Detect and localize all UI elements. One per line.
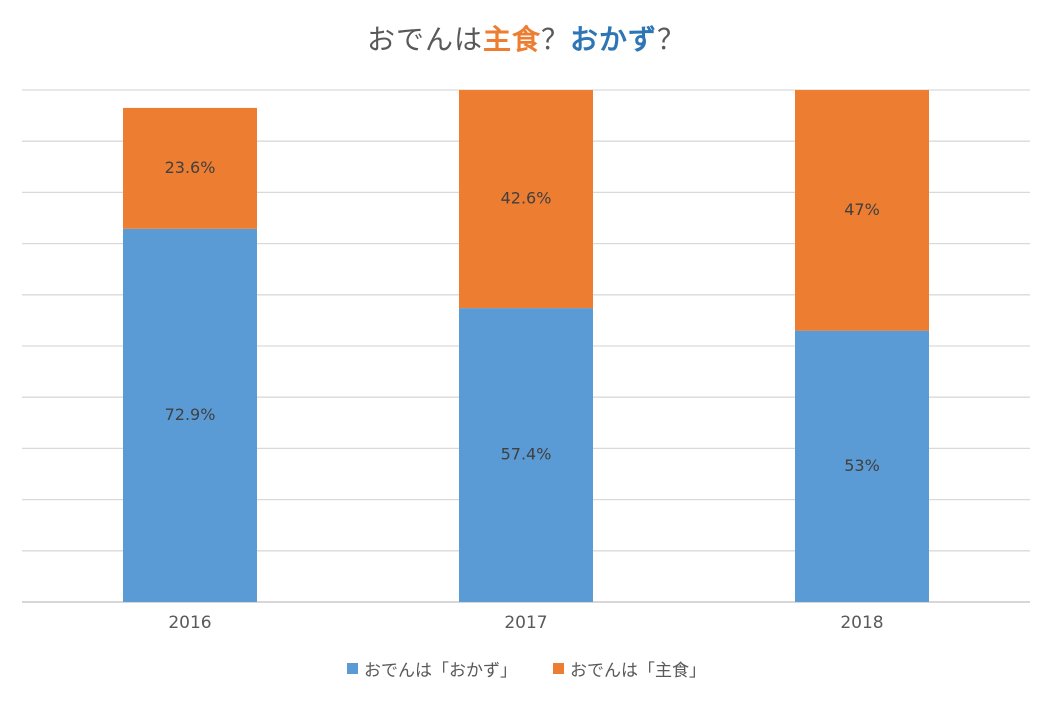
legend: おでんは「おかず」 おでんは「主食」 [0, 656, 1053, 681]
legend-label-okazu: おでんは「おかず」 [364, 661, 517, 681]
data-labels: 72.9% 23.6% 57.4% 42.6% 53% 47% [165, 158, 880, 475]
legend-item-okazu: おでんは「おかず」 [347, 656, 517, 681]
title-option-okazu: おかず [570, 23, 658, 56]
bar-okazu-2018 [795, 330, 929, 602]
data-label: 47% [844, 200, 880, 219]
data-label: 53% [844, 456, 880, 475]
title-option-shushoku: 主食 [482, 23, 541, 56]
legend-swatch-shushoku [553, 663, 564, 674]
x-tick-label: 2016 [168, 613, 211, 633]
x-axis: 2016 2017 2018 [168, 613, 883, 633]
bars [123, 90, 929, 602]
data-label: 42.6% [501, 189, 552, 208]
chart-title: おでんは主食？おかず？ [0, 18, 1053, 58]
x-tick-label: 2018 [840, 613, 883, 633]
data-label: 57.4% [501, 445, 552, 464]
legend-label-shushoku: おでんは「主食」 [570, 661, 706, 681]
title-prefix: おでんは [366, 23, 483, 56]
data-label: 72.9% [165, 405, 216, 424]
x-tick-label: 2017 [504, 613, 547, 633]
data-label: 23.6% [165, 158, 216, 177]
bar-shushoku-2017 [459, 90, 593, 309]
bar-okazu-2017 [459, 308, 593, 602]
legend-item-shushoku: おでんは「主食」 [553, 656, 706, 681]
legend-swatch-okazu [347, 663, 358, 674]
title-separator-1: ？ [540, 23, 570, 56]
bar-shushoku-2016 [123, 107, 257, 229]
bar-okazu-2016 [123, 228, 257, 602]
bar-shushoku-2018 [795, 90, 929, 331]
title-separator-2: ？ [657, 23, 687, 56]
